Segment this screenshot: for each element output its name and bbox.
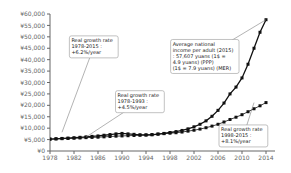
svg-text:¥60,000: ¥60,000 [20, 10, 45, 17]
svg-text:2006: 2006 [210, 154, 225, 161]
svg-text:¥30,000: ¥30,000 [20, 79, 45, 86]
svg-text:1986: 1986 [90, 154, 105, 161]
svg-text:Real growth rate1978-2015 :+6.: Real growth rate1978-2015 :+6.2%/year [71, 37, 113, 56]
svg-text:¥5,000: ¥5,000 [24, 136, 45, 143]
svg-text:¥15,000: ¥15,000 [20, 113, 45, 120]
svg-text:¥10,000: ¥10,000 [20, 124, 45, 131]
svg-text:¥55,000: ¥55,000 [20, 22, 45, 29]
svg-text:1982: 1982 [66, 154, 81, 161]
svg-text:Average nationalincome per adu: Average nationalincome per adult (2015):… [173, 41, 234, 72]
svg-text:2014: 2014 [258, 154, 273, 161]
svg-text:¥35,000: ¥35,000 [20, 67, 45, 74]
svg-text:¥45,000: ¥45,000 [20, 44, 45, 51]
svg-text:¥25,000: ¥25,000 [20, 90, 45, 97]
svg-text:1990: 1990 [114, 154, 129, 161]
svg-text:¥0: ¥0 [37, 147, 45, 154]
svg-text:¥40,000: ¥40,000 [20, 56, 45, 63]
svg-text:Real growth rate1978-1993 :+4.: Real growth rate1978-1993 :+4.5%/year [118, 92, 160, 111]
svg-text:¥50,000: ¥50,000 [20, 33, 45, 40]
svg-text:1978: 1978 [42, 154, 57, 161]
svg-text:1998: 1998 [162, 154, 177, 161]
svg-text:¥20,000: ¥20,000 [20, 101, 45, 108]
svg-text:2010: 2010 [234, 154, 249, 161]
svg-text:Real growth rate1998-2015 :+8.: Real growth rate1998-2015 :+8.1%/year [221, 126, 263, 145]
svg-text:1994: 1994 [138, 154, 153, 161]
svg-text:2002: 2002 [186, 154, 201, 161]
